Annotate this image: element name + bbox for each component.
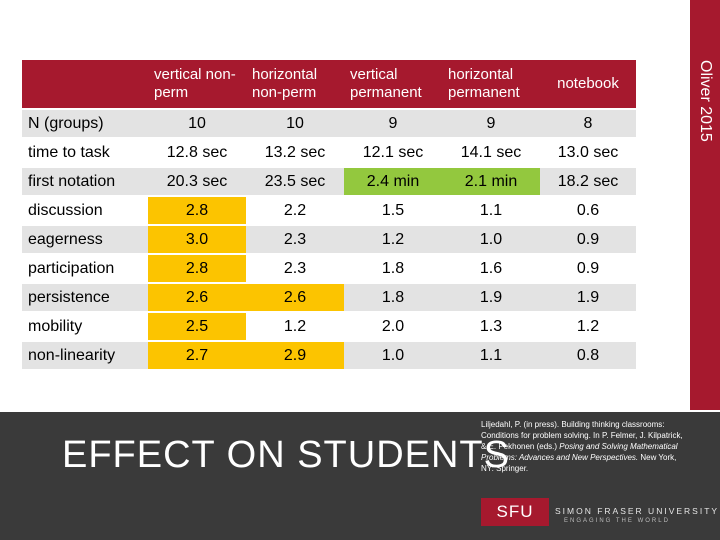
cell: 1.1 [442, 197, 540, 224]
cell: 1.1 [442, 342, 540, 369]
table-row: mobility 2.5 1.2 2.0 1.3 1.2 [22, 313, 636, 340]
cell: 13.2 sec [246, 139, 344, 166]
header-vertical-permanent: vertical permanent [344, 60, 442, 108]
cell-highlight-yellow: 2.9 [246, 342, 344, 369]
header-corner [22, 60, 148, 108]
row-label: time to task [22, 139, 148, 166]
cell-highlight-yellow: 2.7 [148, 342, 246, 369]
cell: 2.3 [246, 255, 344, 282]
cell: 12.8 sec [148, 139, 246, 166]
cell: 1.9 [442, 284, 540, 311]
cell: 14.1 sec [442, 139, 540, 166]
table-row: time to task 12.8 sec 13.2 sec 12.1 sec … [22, 139, 636, 166]
results-table: vertical non-perm horizontal non-perm ve… [22, 58, 636, 371]
row-label: eagerness [22, 226, 148, 253]
table-row: discussion 2.8 2.2 1.5 1.1 0.6 [22, 197, 636, 224]
row-label: participation [22, 255, 148, 282]
cell-highlight-yellow: 2.6 [246, 284, 344, 311]
side-label: Oliver 2015 [697, 60, 714, 142]
cell-highlight-yellow: 2.8 [148, 255, 246, 282]
cell: 0.8 [540, 342, 636, 369]
header-vertical-non-perm: vertical non-perm [148, 60, 246, 108]
cell: 1.0 [442, 226, 540, 253]
citation: Liljedahl, P. (in press). Building think… [481, 419, 686, 474]
cell: 8 [540, 110, 636, 137]
cell-highlight-yellow: 3.0 [148, 226, 246, 253]
row-label: non-linearity [22, 342, 148, 369]
cell: 23.5 sec [246, 168, 344, 195]
cell: 1.8 [344, 255, 442, 282]
cell: 9 [344, 110, 442, 137]
cell: 10 [148, 110, 246, 137]
citation-publisher: New York, NY: Springer. [481, 453, 677, 473]
cell: 1.2 [540, 313, 636, 340]
table-row: first notation 20.3 sec 23.5 sec 2.4 min… [22, 168, 636, 195]
cell-highlight-yellow: 2.8 [148, 197, 246, 224]
cell: 1.8 [344, 284, 442, 311]
row-label: persistence [22, 284, 148, 311]
cell: 0.6 [540, 197, 636, 224]
cell-highlight-yellow: 2.5 [148, 313, 246, 340]
cell: 1.9 [540, 284, 636, 311]
table-row: N (groups) 10 10 9 9 8 [22, 110, 636, 137]
table-row: non-linearity 2.7 2.9 1.0 1.1 0.8 [22, 342, 636, 369]
cell: 18.2 sec [540, 168, 636, 195]
citation-text: Liljedahl, P. (in press). Building think… [481, 420, 683, 451]
side-bar: Oliver 2015 [690, 0, 720, 410]
row-label: discussion [22, 197, 148, 224]
cell: 9 [442, 110, 540, 137]
cell: 0.9 [540, 255, 636, 282]
cell: 1.5 [344, 197, 442, 224]
table-row: eagerness 3.0 2.3 1.2 1.0 0.9 [22, 226, 636, 253]
cell: 2.0 [344, 313, 442, 340]
cell: 0.9 [540, 226, 636, 253]
table-row: participation 2.8 2.3 1.8 1.6 0.9 [22, 255, 636, 282]
cell-highlight-yellow: 2.6 [148, 284, 246, 311]
header-row: vertical non-perm horizontal non-perm ve… [22, 60, 636, 108]
row-label: mobility [22, 313, 148, 340]
cell: 12.1 sec [344, 139, 442, 166]
cell: 13.0 sec [540, 139, 636, 166]
cell: 2.3 [246, 226, 344, 253]
university-name: SIMON FRASER UNIVERSITY [555, 506, 720, 516]
sfu-logo: SFU [481, 498, 549, 526]
row-label: N (groups) [22, 110, 148, 137]
cell: 1.2 [246, 313, 344, 340]
university-tagline: ENGAGING THE WORLD [564, 518, 670, 524]
citation-book-title: Posing and Solving Mathematical Problems… [481, 442, 678, 462]
cell: 1.0 [344, 342, 442, 369]
cell: 2.2 [246, 197, 344, 224]
cell: 10 [246, 110, 344, 137]
cell-highlight-green: 2.4 min [344, 168, 442, 195]
cell: 1.3 [442, 313, 540, 340]
header-horizontal-non-perm: horizontal non-perm [246, 60, 344, 108]
cell: 1.6 [442, 255, 540, 282]
row-label: first notation [22, 168, 148, 195]
footer-band: EFFECT ON STUDENTS Liljedahl, P. (in pre… [0, 412, 720, 540]
cell-highlight-green: 2.1 min [442, 168, 540, 195]
header-horizontal-permanent: horizontal permanent [442, 60, 540, 108]
table-row: persistence 2.6 2.6 1.8 1.9 1.9 [22, 284, 636, 311]
cell: 20.3 sec [148, 168, 246, 195]
cell: 1.2 [344, 226, 442, 253]
slide-title: EFFECT ON STUDENTS [62, 434, 510, 476]
header-notebook: notebook [540, 60, 636, 108]
